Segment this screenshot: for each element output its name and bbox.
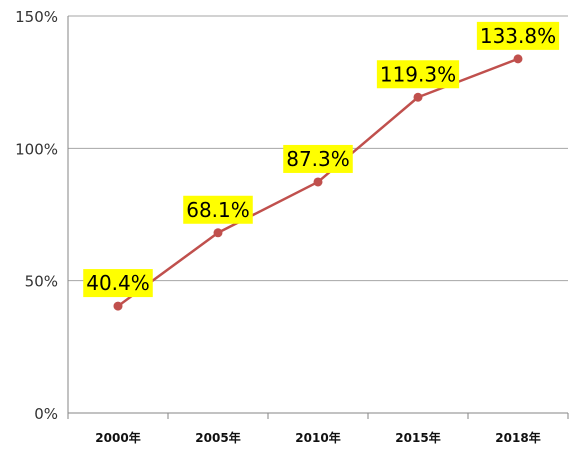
data-point	[213, 228, 223, 238]
data-label: 133.8%	[476, 21, 560, 50]
x-axis-ticks: 2000年 2005年 2010年 2015年 2018年	[95, 430, 540, 445]
data-label: 68.1%	[183, 195, 253, 224]
data-point	[113, 301, 123, 311]
y-tick-label: 100%	[15, 140, 58, 158]
data-point	[513, 54, 523, 64]
x-tick-label: 2005年	[195, 430, 240, 445]
data-label-text: 40.4%	[86, 271, 150, 295]
x-tick-label: 2000年	[95, 430, 140, 445]
x-tick-label: 2015年	[395, 430, 440, 445]
data-label-background	[376, 60, 460, 89]
data-point	[313, 177, 323, 187]
data-point	[413, 92, 423, 102]
data-label-text: 119.3%	[380, 62, 456, 86]
x-tick-label: 2010年	[295, 430, 340, 445]
data-points	[113, 54, 523, 311]
y-tick-label: 50%	[25, 273, 58, 291]
y-axis-ticks: 0% 50% 100% 150%	[15, 8, 58, 423]
data-label-text: 133.8%	[480, 24, 556, 48]
data-label: 87.3%	[283, 144, 353, 173]
data-label: 119.3%	[376, 60, 460, 89]
data-label-text: 68.1%	[186, 198, 250, 222]
data-label-text: 87.3%	[286, 147, 350, 171]
data-label-background	[283, 144, 353, 173]
data-label-background	[476, 21, 560, 50]
data-labels: 40.4% 68.1% 87.3% 119.3% 133.8%	[83, 21, 560, 298]
data-label-background	[83, 269, 153, 298]
axes	[67, 16, 569, 419]
data-label: 40.4%	[83, 269, 153, 298]
data-label-background	[183, 195, 253, 224]
x-tick-label: 2018年	[495, 430, 540, 445]
y-tick-label: 150%	[15, 8, 58, 26]
y-tick-label: 0%	[34, 405, 58, 423]
